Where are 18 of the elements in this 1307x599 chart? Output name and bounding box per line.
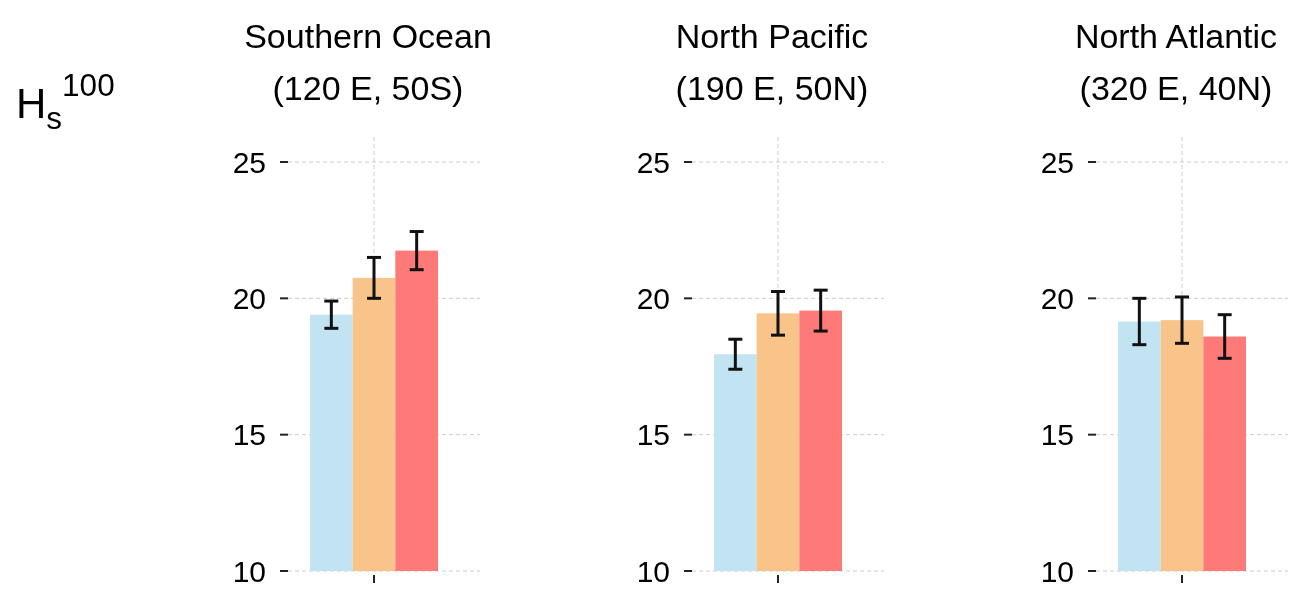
- y-tick-label: 20: [636, 281, 670, 315]
- y-tick-label: 10: [1040, 554, 1074, 588]
- y-tick-label: 25: [232, 145, 266, 179]
- y-tick-label: 20: [232, 281, 266, 315]
- chart-title: North Atlantic: [1074, 17, 1278, 55]
- y-tick-label: 20: [1040, 281, 1074, 315]
- chart-subtitle: (190 E, 50N): [675, 69, 869, 107]
- chart-subtitle: (320 E, 40N): [1079, 69, 1273, 107]
- chart-title: North Pacific: [675, 17, 869, 55]
- y-tick-label: 10: [232, 554, 266, 588]
- y-tick-label: 25: [636, 145, 670, 179]
- chart-title: Southern Ocean: [244, 17, 492, 55]
- y-tick-label: 25: [1040, 145, 1074, 179]
- chart-subtitle: (120 E, 50S): [272, 69, 464, 107]
- y-tick-label: 15: [232, 418, 266, 452]
- y-tick-label: 15: [636, 418, 670, 452]
- y-tick-label: 10: [636, 554, 670, 588]
- y-tick-label: 15: [1040, 418, 1074, 452]
